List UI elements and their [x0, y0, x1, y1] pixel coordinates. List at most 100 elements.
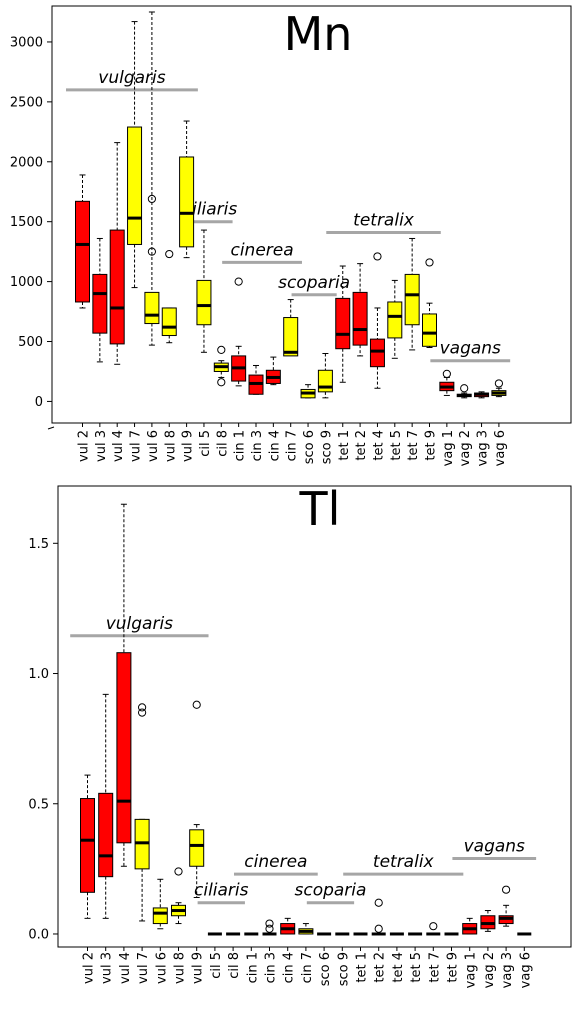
x-tick-label: cil 5: [209, 952, 224, 979]
x-tick-label: cin 7: [300, 952, 315, 983]
box-vul-7: [134, 703, 150, 922]
x-tick-label: vul 3: [94, 430, 109, 462]
box-vag-1: [462, 917, 478, 935]
box-vul-6: [152, 878, 168, 930]
x-tick-label: tet 7: [427, 952, 442, 983]
y-tick-label: 2500: [10, 95, 43, 110]
x-tick-label: cin 3: [264, 952, 279, 983]
y-tick-label: 0: [35, 395, 43, 410]
y-tick-label: 2000: [10, 155, 43, 170]
box-vag-3: [498, 885, 514, 927]
outlier-point: [374, 898, 383, 907]
box-cin-4: [280, 917, 296, 935]
box-vag-6: [491, 379, 507, 398]
box-body: [352, 291, 368, 346]
group-label: cinerea: [244, 852, 307, 872]
x-tick-label: cil 8: [215, 430, 230, 457]
plot-frame: [51, 5, 572, 424]
group-label: tetralix: [353, 210, 415, 230]
box-body: [317, 369, 333, 393]
outlier-point: [265, 919, 274, 928]
box-cin-7: [298, 923, 314, 935]
x-tick-label: vul 8: [163, 430, 178, 462]
box-body: [387, 301, 403, 339]
x-tick-label: vul 9: [191, 952, 206, 984]
y-tick-label: 0.0: [28, 927, 49, 942]
box-tet-1: [335, 265, 351, 383]
box-vag-1: [439, 369, 455, 396]
box-sco-6: [300, 384, 316, 399]
box-body: [369, 338, 385, 368]
group-label: cinerea: [230, 240, 293, 260]
box-vul-7: [127, 21, 143, 289]
y-tick-label: 3000: [10, 35, 43, 50]
outlier-point: [192, 700, 201, 709]
x-tick-label: vul 6: [154, 952, 169, 984]
box-body: [179, 156, 195, 248]
x-tick-label: tet 1: [355, 952, 370, 983]
panel-tl: Tl 0.0 0.5 1.0 1.5 vulgaris ciliaris cinerea sco…: [28, 482, 572, 988]
group-label: vulgaris: [106, 614, 173, 634]
x-tick-label: vul 3: [100, 952, 115, 984]
box-vul-2: [75, 174, 90, 309]
outlier-point: [425, 258, 434, 267]
box-body: [196, 279, 212, 326]
outlier-point: [374, 924, 383, 933]
plot-frame: [57, 485, 572, 948]
outlier-point: [234, 277, 243, 286]
x-tick-label: cil 5: [198, 430, 213, 457]
outlier-point: [217, 345, 226, 355]
x-tick-label: vag 1: [441, 430, 456, 466]
box-body: [98, 792, 114, 878]
outlier-point: [217, 378, 226, 387]
panel-mn: Mn 0 500 1000 1500 2000 2500 3000 vulgaris ciliar…: [10, 5, 572, 466]
outlier-point: [147, 247, 156, 256]
x-tick-label: vul 2: [82, 952, 97, 984]
outlier-point: [442, 369, 451, 378]
box-vul-3: [92, 237, 108, 363]
x-tick-label: tet 4: [371, 430, 386, 461]
y-tick-label: 1500: [10, 215, 43, 230]
box-cil-5: [196, 229, 212, 353]
outlier-point: [138, 708, 147, 717]
x-tick-label: vag 6: [518, 952, 533, 988]
x-tick-label: tet 1: [337, 430, 352, 461]
x-tick-label: sco 9: [336, 952, 351, 986]
outlier-point: [265, 924, 274, 933]
box-vul-4: [116, 503, 132, 867]
box-cin-4: [265, 356, 281, 386]
x-tick-label: sco 6: [318, 952, 333, 986]
box-tet-5: [387, 279, 403, 359]
x-tick-label: vul 9: [181, 430, 196, 462]
x-tick-label: vag 2: [458, 430, 473, 466]
group-label: scoparia: [294, 881, 366, 901]
box-body: [109, 229, 125, 345]
x-tick-label: vul 6: [146, 430, 161, 462]
outlier-point: [460, 384, 469, 393]
box-body: [335, 297, 351, 350]
x-tick-label: vul 4: [118, 952, 133, 984]
box-body: [161, 307, 177, 337]
box-tet-7: [426, 922, 441, 936]
outlier-point: [429, 922, 438, 931]
box-body: [80, 798, 95, 893]
box-vul-2: [80, 774, 95, 919]
group-label: tetralix: [373, 852, 435, 872]
group-label: ciliaris: [194, 881, 249, 901]
x-tick-label: vul 7: [129, 430, 144, 462]
y-tick-label: 1.5: [28, 537, 49, 552]
x-tick-label: cin 4: [282, 952, 297, 983]
box-tet-2: [371, 898, 386, 936]
x-tick-label: vag 1: [464, 952, 479, 988]
x-tick-label: tet 5: [409, 952, 424, 983]
outlier-point: [174, 867, 183, 876]
x-tick-label: sco 6: [302, 430, 317, 464]
box-body: [127, 126, 143, 245]
outlier-point: [138, 703, 147, 712]
y-tick-label: 500: [18, 335, 43, 350]
x-tick-label: cin 1: [233, 430, 248, 461]
outlier-point: [147, 194, 156, 204]
x-tick-label: cin 7: [285, 430, 300, 461]
x-tick-label: tet 5: [389, 430, 404, 461]
